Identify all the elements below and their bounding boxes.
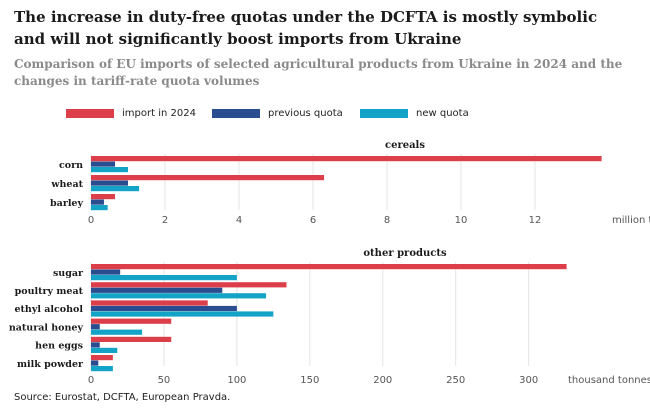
panel-2-title: other products: [363, 248, 447, 259]
panel-1-tick-label: 2: [162, 215, 168, 226]
legend-swatch-import: [66, 109, 114, 118]
panel-2-bar-import: [91, 336, 172, 342]
panel-2-category-label: milk powder: [17, 359, 84, 370]
panel-2-bar-previous: [91, 360, 99, 366]
panel-2-unit-label: thousand tonnes: [568, 375, 650, 386]
panel-1-bar-previous: [91, 161, 116, 167]
panel-2-bar-import: [91, 282, 287, 288]
panel-2-tick-label: 50: [158, 375, 171, 386]
panel-1-bar-import: [91, 156, 602, 162]
panel-2-bar-previous: [91, 342, 100, 348]
panel-1-bar-previous: [91, 199, 104, 205]
panel-2-bar-new: [91, 329, 143, 335]
legend-label-previous: previous quota: [268, 108, 343, 119]
panel-2-bar-new: [91, 275, 237, 281]
panel-2-bar-new: [91, 366, 113, 372]
panel-2-category-label: sugar: [53, 268, 84, 279]
panel-2-tick-label: 150: [300, 375, 319, 386]
panel-2-bar-new: [91, 311, 274, 317]
panel-1-bar-import: [91, 175, 325, 181]
panel-2-bar-import: [91, 264, 567, 270]
source-note: Source: Eurostat, DCFTA, European Pravda…: [14, 392, 231, 403]
panel-2-tick-label: 0: [88, 375, 94, 386]
panel-2-bar-previous: [91, 287, 223, 293]
panel-1-tick-label: 8: [384, 215, 390, 226]
panel-2-category-label: natural honey: [9, 322, 84, 333]
panel-2-tick-label: 250: [446, 375, 465, 386]
panel-2-tick-label: 200: [373, 375, 392, 386]
panel-2-category-label: ethyl alcohol: [14, 304, 83, 315]
panel-1-bar-new: [91, 205, 108, 211]
panel-1-category-label: wheat: [50, 179, 83, 190]
panel-1-tick-label: 0: [88, 215, 94, 226]
chart-title: The increase in duty-free quotas under t…: [14, 8, 598, 48]
legend-swatch-new: [360, 109, 408, 118]
panel-2-bar-new: [91, 347, 118, 353]
panel-2-bar-previous: [91, 305, 237, 312]
panel-2-bar-previous: [91, 324, 100, 330]
panel-2-tick-label: 300: [519, 375, 538, 386]
panel-1-unit-label: million tonnes: [612, 215, 650, 226]
chart-subtitle: Comparison of EU imports of selected agr…: [14, 57, 623, 88]
panel-1-tick-label: 6: [310, 215, 316, 226]
panel-1-tick-label: 4: [236, 215, 242, 226]
panel-2-category-label: hen eggs: [35, 341, 83, 352]
panel-1-bar-previous: [91, 180, 128, 186]
legend-label-import: import in 2024: [122, 108, 196, 119]
panel-2-category-label: poultry meat: [15, 286, 84, 297]
panel-1-bar-import: [91, 194, 116, 200]
panel-2-bar-import: [91, 300, 208, 306]
panel-1-title: cereals: [385, 140, 425, 151]
panel-2-bar-new: [91, 293, 267, 299]
panel-1-category-label: corn: [59, 160, 83, 171]
panel-1-category-label: barley: [50, 198, 83, 209]
panel-1-bar-new: [91, 186, 140, 192]
panel-1-tick-label: 12: [529, 215, 542, 226]
panel-2-bar-import: [91, 355, 113, 361]
legend-label-new: new quota: [416, 108, 469, 119]
panel-1-tick-label: 10: [455, 215, 468, 226]
panel-2-bar-previous: [91, 269, 121, 275]
legend-swatch-previous: [212, 109, 260, 118]
panel-1-bar-new: [91, 167, 128, 173]
panel-2-bar-import: [91, 318, 172, 324]
panel-2-tick-label: 100: [227, 375, 246, 386]
